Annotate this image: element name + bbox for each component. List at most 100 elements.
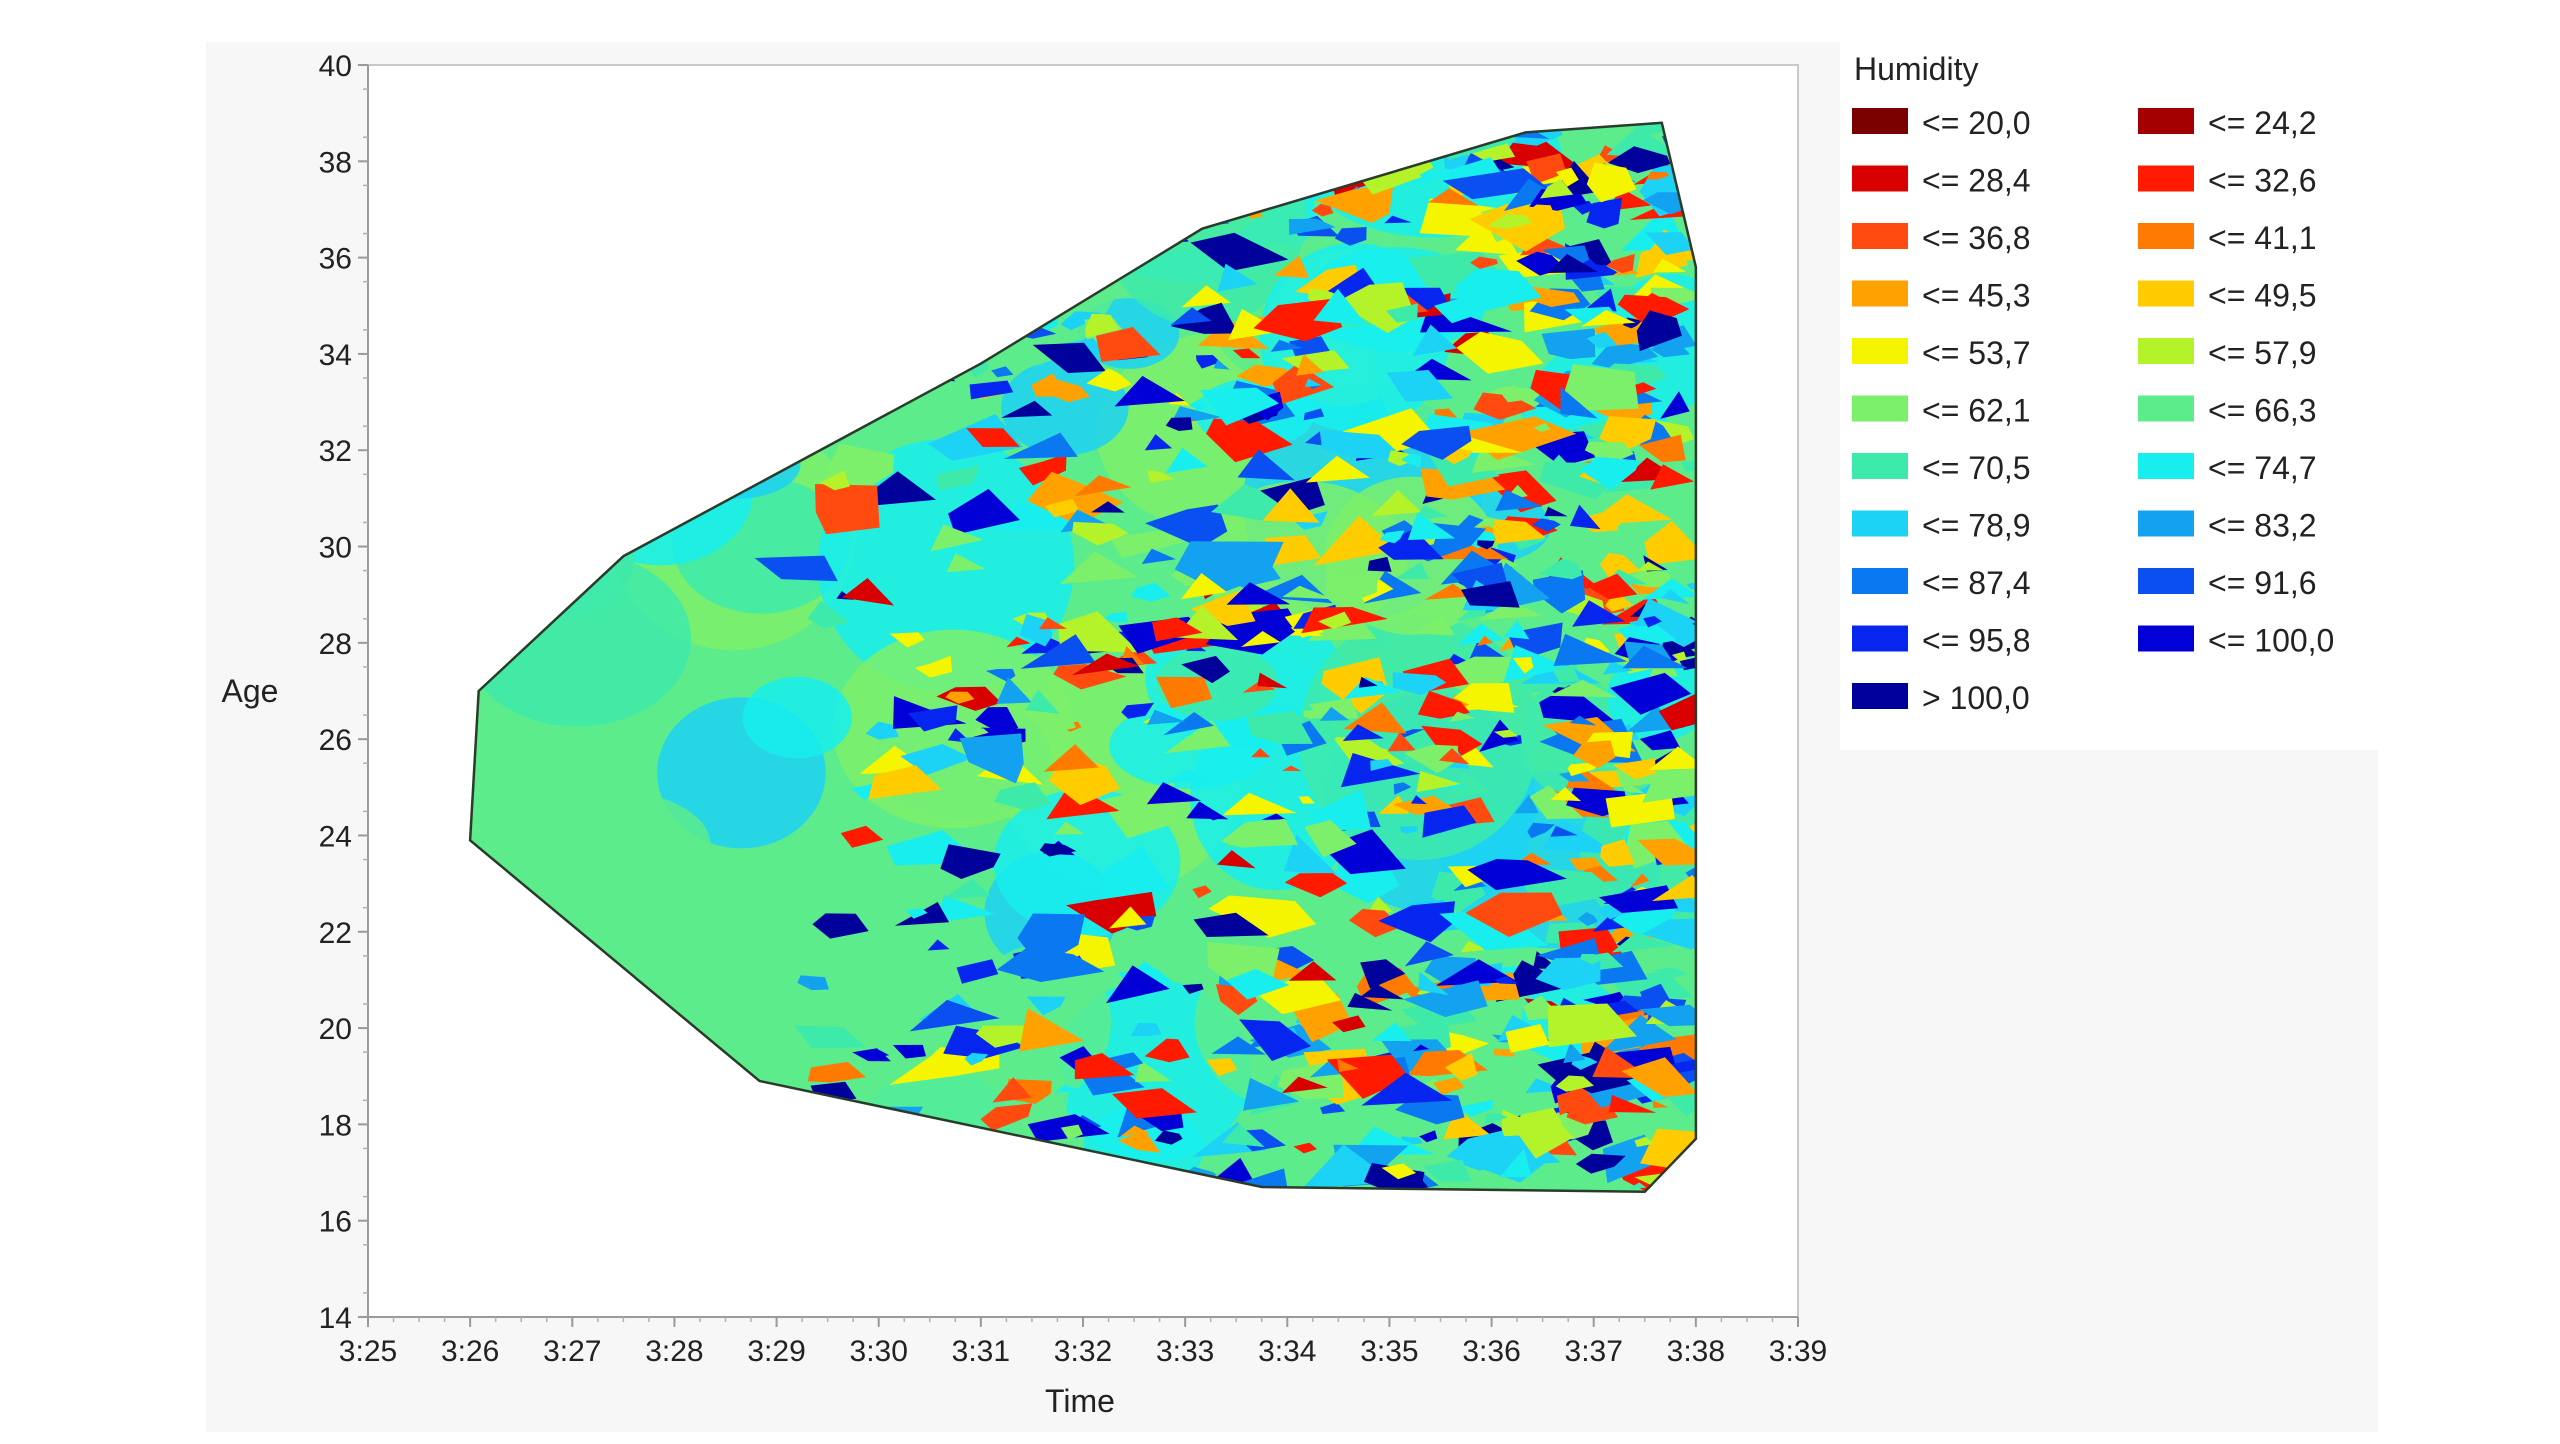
contour-patch (1417, 690, 1470, 719)
contour-patch (1609, 1095, 1657, 1113)
contour-patch (1348, 909, 1401, 938)
legend-label: <= 66,3 (2208, 393, 2317, 429)
contour-patch (1273, 255, 1309, 279)
legend-label: <= 70,5 (1922, 450, 2031, 486)
contour-patch (1039, 843, 1077, 857)
y-tick-label: 32 (319, 435, 352, 468)
contour-patch (1262, 488, 1320, 523)
contour-patch (1190, 232, 1289, 272)
legend-label: <= 91,6 (2208, 565, 2317, 601)
contour-patch (852, 1048, 891, 1062)
contour-patch (1642, 578, 1696, 600)
contour-patch (1313, 288, 1368, 326)
y-tick-label: 34 (319, 339, 352, 372)
contour-patch (1488, 213, 1533, 229)
contour-patch (1428, 188, 1479, 206)
contour-patch (1130, 582, 1171, 602)
contour-patch (1085, 313, 1119, 338)
contour-patch (1044, 498, 1080, 518)
legend-label: <= 32,6 (2208, 163, 2317, 199)
contour-patch (1540, 178, 1574, 199)
contour-patch (946, 553, 986, 573)
contour-patch (1462, 1145, 1504, 1171)
contour-patch (1282, 585, 1334, 600)
x-tick-label: 3:36 (1462, 1335, 1520, 1368)
contour-patch (1645, 232, 1695, 255)
contour-patch (1639, 1004, 1696, 1027)
contour-patch (1182, 983, 1204, 994)
contour-patch (1514, 794, 1539, 814)
contour-patch (1060, 1124, 1083, 1140)
contour-patch (1400, 453, 1422, 468)
contour-patch (1334, 227, 1367, 246)
contour-patch (1298, 796, 1316, 804)
x-tick-label: 3:31 (952, 1335, 1010, 1368)
contour-patch (1095, 327, 1161, 362)
contour-patch (1106, 965, 1170, 1004)
contour-patch (1251, 748, 1271, 758)
legend-label: <= 95,8 (1922, 623, 2031, 659)
contour-patch (1393, 782, 1412, 795)
contour-patch (1622, 645, 1688, 669)
contour-patch (1573, 740, 1616, 769)
contour-patch (1025, 689, 1060, 714)
contour-patch (1237, 449, 1295, 481)
contour-patch (1146, 782, 1202, 805)
contour-patch (1599, 552, 1641, 579)
contour-patch (935, 895, 996, 923)
contour-patch (1541, 328, 1596, 360)
contour-patch (1147, 470, 1174, 483)
contour-patch (1649, 340, 1691, 358)
contour-patch (1433, 1077, 1465, 1095)
legend-swatch (2138, 453, 2194, 479)
contour-patch (1367, 556, 1392, 572)
contour-patch (1303, 408, 1325, 421)
contour-patch (1360, 959, 1406, 989)
contour-patch (794, 1025, 867, 1049)
y-tick-label: 24 (319, 820, 352, 853)
x-tick-label: 3:39 (1769, 1335, 1827, 1368)
contour-patch (868, 765, 942, 800)
contour-patch (1342, 724, 1384, 741)
contour-patch (1529, 785, 1584, 820)
contour-patch (1145, 504, 1228, 548)
legend-swatch (1852, 223, 1908, 249)
contour-patch (1270, 339, 1303, 352)
legend-label: <= 24,2 (2208, 105, 2317, 141)
contour-patch (948, 488, 1020, 535)
contour-patch (1313, 515, 1397, 566)
contour-patch (996, 677, 1032, 704)
contour-patch (1646, 171, 1670, 180)
contour-patch (1370, 759, 1393, 771)
legend-panel (1840, 42, 2378, 750)
contour-patch (942, 878, 991, 900)
contour-patch (1602, 1134, 1662, 1184)
contour-patch (807, 1061, 867, 1083)
contour-patch (1347, 992, 1393, 1011)
contour-patch (1180, 573, 1227, 600)
contour-patch (1117, 1131, 1161, 1153)
contour-patch (1438, 748, 1470, 765)
contour-patch (1099, 846, 1170, 900)
contour-patch (1503, 620, 1530, 640)
legend-swatch (2138, 338, 2194, 364)
legend-label: <= 49,5 (2208, 278, 2317, 314)
contour-patch (1181, 285, 1231, 308)
contour-patch (1169, 769, 1211, 783)
contour-patch (1422, 805, 1477, 838)
contour-patch (1584, 441, 1634, 464)
contour-patch (1325, 572, 1378, 604)
contour-patch (1661, 589, 1690, 605)
contour-patch (1538, 558, 1583, 580)
contour-patch (1580, 954, 1604, 965)
contour-patch (1570, 276, 1605, 292)
contour-patch (1381, 1163, 1417, 1180)
contour-patch (1019, 614, 1053, 647)
contour-patch (1411, 795, 1427, 805)
contour-patch (966, 728, 989, 737)
contour-patch (1060, 311, 1101, 331)
contour-patch (1637, 561, 1664, 572)
y-tick-label: 38 (319, 146, 352, 179)
contour-patch (1165, 447, 1208, 474)
legend-label: <= 20,0 (1922, 105, 2031, 141)
